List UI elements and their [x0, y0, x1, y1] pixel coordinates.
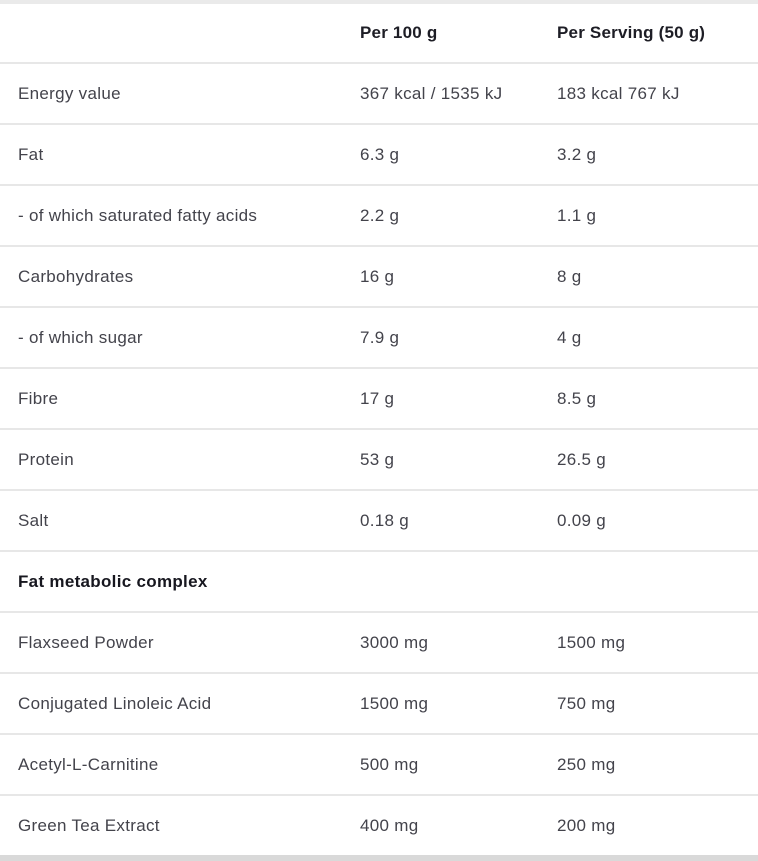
table-row: - of which saturated fatty acids 2.2 g 1.1… — [0, 184, 758, 245]
per-100g-value: 16 g — [360, 266, 395, 286]
table-row: Salt 0.18 g 0.09 g — [0, 489, 758, 550]
per-serving-value: 1.1 g — [557, 205, 597, 225]
row-label: Salt — [18, 510, 49, 530]
per-100g-value: 6.3 g — [360, 144, 400, 164]
row-label: Fibre — [18, 388, 59, 408]
per-serving-value: 26.5 g — [557, 449, 607, 469]
bottom-divider-strip — [0, 855, 758, 861]
per-100g-value: 3000 mg — [360, 632, 429, 652]
row-label: Fat — [18, 144, 44, 164]
per-100g-value: 367 kcal / 1535 kJ — [360, 83, 503, 103]
nutrition-table-body: Energy value 367 kcal / 1535 kJ 183 kcal 7… — [0, 62, 758, 855]
per-100g-value: 0.18 g — [360, 510, 410, 530]
row-label: Conjugated Linoleic Acid — [18, 693, 212, 713]
per-100g-value: 500 mg — [360, 754, 419, 774]
top-divider-strip — [0, 0, 758, 4]
table-row: - of which sugar 7.9 g 4 g — [0, 306, 758, 367]
row-label: - of which saturated fatty acids — [18, 205, 258, 225]
row-label: Flaxseed Powder — [18, 632, 154, 652]
per-serving-value: 250 mg — [557, 754, 616, 774]
per-serving-value: 8 g — [557, 266, 582, 286]
row-label: - of which sugar — [18, 327, 143, 347]
per-serving-value: 8.5 g — [557, 388, 597, 408]
row-label: Carbohydrates — [18, 266, 134, 286]
per-serving-value: 4 g — [557, 327, 582, 347]
per-serving-value: 1500 mg — [557, 632, 626, 652]
table-row: Protein 53 g 26.5 g — [0, 428, 758, 489]
section-header-row: Fat metabolic complex — [0, 550, 758, 611]
per-serving-value: 3.2 g — [557, 144, 597, 164]
table-row: Carbohydrates 16 g 8 g — [0, 245, 758, 306]
table-row: Fat 6.3 g 3.2 g — [0, 123, 758, 184]
row-label: Energy value — [18, 83, 121, 103]
table-row: Green Tea Extract 400 mg 200 mg — [0, 794, 758, 855]
per-serving-value: 183 kcal 767 kJ — [557, 83, 680, 103]
per-serving-value: 750 mg — [557, 693, 616, 713]
per-100g-value: 400 mg — [360, 815, 419, 835]
per-serving-value: 0.09 g — [557, 510, 607, 530]
row-label: Protein — [18, 449, 74, 469]
per-100g-value: 17 g — [360, 388, 395, 408]
row-label: Fat metabolic complex — [18, 571, 208, 591]
table-header-row: Per 100 g Per Serving (50 g) — [0, 4, 758, 62]
table-row: Acetyl-L-Carnitine 500 mg 250 mg — [0, 733, 758, 794]
header-per-serving: Per Serving (50 g) — [557, 23, 706, 42]
per-100g-value: 7.9 g — [360, 327, 400, 347]
per-100g-value: 2.2 g — [360, 205, 400, 225]
per-serving-value: 200 mg — [557, 815, 616, 835]
table-row: Conjugated Linoleic Acid 1500 mg 750 mg — [0, 672, 758, 733]
header-per-100g: Per 100 g — [360, 23, 438, 42]
per-100g-value: 53 g — [360, 449, 395, 469]
per-100g-value: 1500 mg — [360, 693, 429, 713]
table-row: Flaxseed Powder 3000 mg 1500 mg — [0, 611, 758, 672]
row-label: Acetyl-L-Carnitine — [18, 754, 159, 774]
row-label: Green Tea Extract — [18, 815, 160, 835]
table-row: Energy value 367 kcal / 1535 kJ 183 kcal 7… — [0, 62, 758, 123]
table-row: Fibre 17 g 8.5 g — [0, 367, 758, 428]
